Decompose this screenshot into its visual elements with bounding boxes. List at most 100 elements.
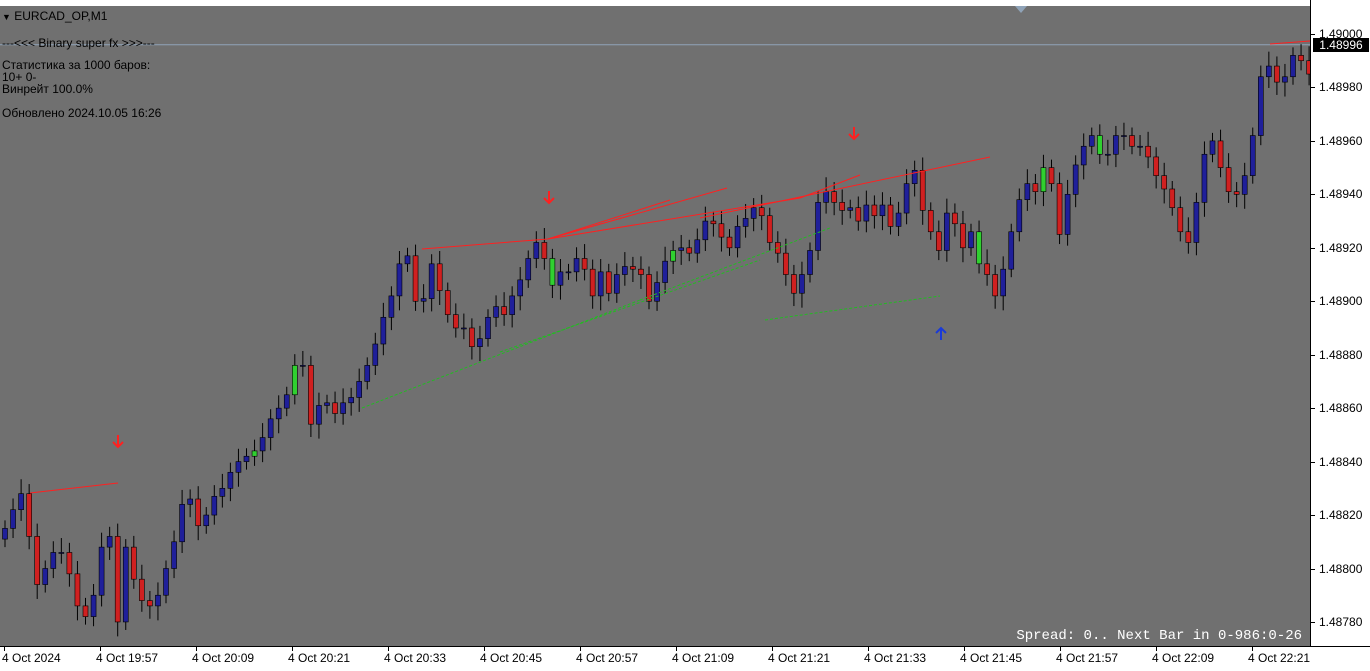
candle-body [404,255,411,265]
candle-body [2,528,8,540]
candle-body [98,546,105,596]
candle-body [670,250,676,262]
spread-info: Spread: 0.. Next Bar in 0-986:0-26 [1016,628,1302,644]
time-tick [196,647,197,651]
price-label: 1.48840 [1319,454,1363,469]
candle-body [324,402,330,406]
chart-area[interactable] [0,6,1310,646]
candle-body [927,210,934,233]
stats-updated: Обновлено 2024.10.05 16:26 [2,106,162,120]
candle-body [26,493,32,537]
resistance-line [547,199,671,240]
candle-body [1201,153,1208,203]
price-axis[interactable]: 1.49000 1.48980 1.48960 1.48940 1.48920 1.489… [1310,0,1370,646]
candle-body [622,266,628,275]
price-label: 1.48880 [1319,347,1363,362]
candle-body [348,397,354,404]
candle-body [1137,145,1143,148]
time-axis[interactable]: 4 Oct 2024 4 Oct 19:57 4 Oct 20:09 4 Oct 20… [0,646,1370,671]
chart-menu-icon[interactable]: ▼ [2,12,11,22]
chart-shift-marker[interactable] [1015,6,1027,13]
price-tick [1311,34,1315,35]
indicator-name: ---<<< Binary super fx >>>--- [2,36,155,50]
candle-body [332,402,338,414]
time-tick [964,647,965,651]
candle-body [1274,65,1280,83]
price-tick [1311,621,1315,623]
price-tick [1311,354,1315,356]
candle-body [791,274,797,294]
support-line [499,259,761,353]
time-label: 4 Oct 22:09 [1152,651,1215,665]
candle-body [960,223,966,249]
candle-body [630,266,636,270]
candle-body [219,488,226,497]
candle-body [461,327,467,330]
candle-body [283,394,290,409]
candle-body [597,271,604,297]
candle-body [855,207,862,222]
candle-body [976,231,982,265]
candle-body [316,405,322,425]
candle-body [380,316,387,345]
candle-body [308,365,314,425]
candle-body [525,258,532,281]
chart-canvas[interactable] [0,0,1310,646]
candle-body [66,552,73,575]
price-label: 1.48960 [1319,133,1363,148]
candle-body [501,306,507,315]
time-label: 4 Oct 22:21 [1248,651,1311,665]
candle-body [1306,60,1310,75]
time-label: 4 Oct 21:33 [864,651,927,665]
candle-body [469,327,475,347]
candle-body [259,437,266,452]
time-tick [484,647,485,651]
candle-body [243,455,250,462]
candle-body [364,365,371,382]
candle-body [1153,156,1159,176]
candle-body [1048,167,1055,184]
candle-body [179,504,185,543]
candle-body [187,498,193,505]
candle-body [863,204,870,222]
symbol-title: EURCAD_OP,M1 [14,9,108,23]
price-tick [1311,247,1315,249]
candle-body [911,169,918,184]
time-label: 4 Oct 21:21 [768,651,831,665]
candle-body [251,450,258,457]
candle-body [58,552,65,554]
candle-body [1249,135,1256,176]
candle-body [1113,135,1119,155]
candle-body [300,365,306,367]
resistance-line [699,156,991,219]
candle-body [477,338,483,347]
candle-body [1258,76,1264,136]
price-label: 1.48820 [1319,508,1363,523]
price-label: 1.48800 [1319,561,1363,576]
candle-body [171,541,177,569]
candle-body [509,295,515,315]
price-tick [1311,194,1315,196]
candle-body [766,215,773,243]
time-label: 4 Oct 20:57 [576,651,639,665]
candle-body [235,461,242,473]
candle-body [388,295,395,318]
candle-body [935,231,942,251]
candle-body [1209,140,1216,155]
candle-body [895,212,902,227]
resistance-line [421,238,549,250]
candle-body [887,204,894,227]
time-tick [4,647,5,651]
candle-body [839,202,846,211]
candle-body [573,258,580,273]
candle-body [1185,231,1192,243]
candle-body [613,274,620,294]
candle-body [1097,135,1103,155]
candle-body [106,536,113,548]
candle-body [847,207,854,211]
time-tick [100,647,101,651]
candle-body [444,290,451,315]
candle-body [944,212,950,251]
candle-body [18,493,24,511]
candle-body [823,191,829,203]
